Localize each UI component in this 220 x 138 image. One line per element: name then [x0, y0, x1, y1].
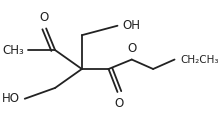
Text: O: O [40, 11, 49, 24]
Text: O: O [127, 43, 136, 55]
Text: CH₃: CH₃ [2, 44, 24, 57]
Text: O: O [115, 97, 124, 110]
Text: HO: HO [2, 92, 20, 105]
Text: CH₂CH₃: CH₂CH₃ [180, 55, 218, 65]
Text: OH: OH [123, 19, 141, 32]
